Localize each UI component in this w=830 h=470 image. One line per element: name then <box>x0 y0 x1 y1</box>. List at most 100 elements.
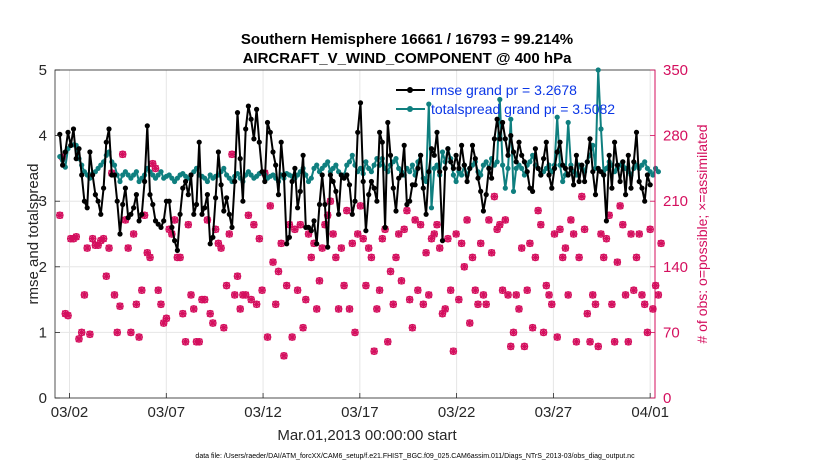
rmse-point <box>562 165 569 171</box>
obs-assimilated-point <box>102 272 110 280</box>
obs-assimilated-point <box>403 206 411 215</box>
obs-assimilated-point <box>365 244 373 252</box>
x-tick-label: 03/27 <box>535 404 573 421</box>
rmse-point <box>281 172 287 178</box>
totalspread-point <box>554 114 560 120</box>
rmse-point <box>232 178 238 185</box>
totalspread-point <box>560 178 566 185</box>
obs-assimilated-point <box>515 305 523 313</box>
obs-assimilated-point <box>529 324 537 332</box>
rmse-point <box>325 244 331 250</box>
rmse-point <box>65 129 71 135</box>
obs-assimilated-point <box>378 235 386 243</box>
obs-assimilated-point <box>561 244 570 252</box>
obs-assimilated-point <box>447 286 455 294</box>
obs-assimilated-point <box>228 150 236 158</box>
totalspread-point <box>234 171 241 177</box>
obs-assimilated-point <box>247 296 255 304</box>
rmse-point <box>150 201 156 208</box>
y-right-tick-label: 0 <box>663 390 671 407</box>
obs-assimilated-point <box>384 338 392 346</box>
totalspread-point <box>494 159 500 165</box>
obs-assimilated-point <box>580 225 589 233</box>
rmse-point <box>636 178 642 185</box>
obs-assimilated-point <box>307 253 315 262</box>
rmse-point <box>363 228 369 234</box>
totalspread-point <box>363 159 369 165</box>
rmse-point <box>456 165 462 171</box>
obs-assimilated-point <box>619 221 627 229</box>
obs-assimilated-point <box>190 305 198 313</box>
obs-assimilated-point <box>151 164 160 172</box>
obs-assimilated-point <box>94 241 102 249</box>
rmse-point <box>76 146 82 152</box>
rmse-point <box>87 149 93 155</box>
obs-assimilated-point <box>354 230 362 238</box>
rmse-point <box>475 175 481 181</box>
rmse-point <box>461 162 467 168</box>
legend-spread-marker <box>407 106 413 112</box>
obs-assimilated-point <box>250 221 258 229</box>
obs-assimilated-point <box>591 300 600 308</box>
obs-assimilated-point <box>416 221 425 229</box>
obs-assimilated-point <box>605 211 613 219</box>
rmse-point <box>494 116 500 122</box>
rmse-point <box>500 119 506 126</box>
rmse-point <box>502 136 508 142</box>
rmse-point <box>144 123 150 129</box>
totalspread-point <box>314 162 320 168</box>
totalspread-point <box>409 162 415 168</box>
obs-assimilated-point <box>518 244 526 252</box>
obs-assimilated-point <box>608 300 616 308</box>
rmse-point <box>158 224 164 230</box>
rmse-point <box>284 241 290 247</box>
x-axis-ticks: 03/02 03/07 03/12 03/17 03/22 03/27 04/01 <box>51 393 669 421</box>
totalspread-point <box>349 152 355 158</box>
totalspread-point <box>595 67 601 73</box>
obs-assimilated-point <box>56 211 64 219</box>
obs-assimilated-point <box>99 235 108 243</box>
rmse-point <box>183 178 189 185</box>
obs-assimilated-point <box>135 333 143 341</box>
rmse-point <box>185 192 191 198</box>
obs-assimilated-point <box>370 347 378 355</box>
rmse-point <box>79 172 85 178</box>
obs-assimilated-point <box>209 319 217 327</box>
totalspread-point <box>428 205 435 211</box>
rmse-point <box>245 103 251 109</box>
obs-assimilated-point <box>168 230 176 238</box>
rmse-point <box>554 149 560 155</box>
obs-assimilated-point <box>83 244 91 252</box>
obs-count-layer <box>56 150 665 360</box>
obs-assimilated-point <box>80 291 89 299</box>
rmse-point <box>633 129 640 135</box>
obs-assimilated-point <box>564 291 572 299</box>
obs-assimilated-point <box>463 216 471 224</box>
obs-assimilated-point <box>294 286 302 294</box>
obs-assimilated-point <box>509 328 518 336</box>
totalspread-point <box>502 185 508 191</box>
y-right-tick-label: 350 <box>663 62 688 79</box>
rmse-point <box>606 152 612 158</box>
rmse-point <box>426 169 432 175</box>
rmse-point <box>295 205 301 211</box>
obs-assimilated-point <box>627 230 635 238</box>
y-right-axis-ticks: 0 70 140 210 280 350 <box>650 62 688 407</box>
x-tick-label: 03/07 <box>148 404 186 421</box>
rmse-point <box>390 185 396 191</box>
obs-assimilated-point <box>362 281 370 290</box>
rmse-point <box>286 234 292 240</box>
obs-assimilated-point <box>233 272 242 280</box>
obs-assimilated-point <box>504 291 512 299</box>
obs-assimilated-point <box>498 286 507 294</box>
rmse-point <box>319 172 325 178</box>
y-axis-ticks: 0 1 2 3 4 5 <box>39 62 60 407</box>
obs-assimilated-point <box>657 239 665 247</box>
totalspread-point <box>497 96 503 103</box>
rmse-point <box>612 139 618 145</box>
obs-assimilated-point <box>176 253 184 262</box>
rmse-point <box>623 192 629 198</box>
totalspread-point <box>221 165 227 171</box>
obs-assimilated-point <box>138 286 146 294</box>
rmse-point <box>374 198 380 204</box>
